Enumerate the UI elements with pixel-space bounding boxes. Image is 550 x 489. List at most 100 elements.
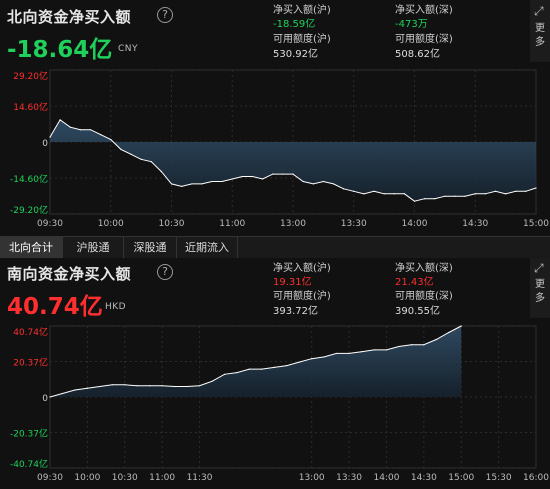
x-tick-label: 10:00 [98, 219, 124, 229]
data-point [174, 385, 176, 388]
data-point [136, 385, 138, 387]
x-tick-label: 13:00 [280, 219, 306, 229]
x-tick-label: 11:00 [219, 219, 245, 229]
data-point [261, 368, 263, 370]
data-point [360, 351, 363, 353]
more-button[interactable]: 更多 [535, 279, 545, 304]
data-point [161, 385, 163, 387]
data-point [353, 190, 355, 192]
data-point [423, 344, 425, 346]
x-tick-label: 16:00 [523, 473, 549, 483]
data-point [398, 345, 400, 348]
southbound-value: 40.74亿 [7, 294, 103, 320]
tab-recent-inflow[interactable]: 近期流入 [177, 237, 238, 259]
x-tick-label: 13:30 [341, 219, 367, 229]
northbound-value: -18.64亿 [7, 37, 113, 63]
data-point [130, 153, 132, 155]
data-point [302, 180, 304, 183]
help-icon[interactable]: ? [157, 264, 173, 280]
data-point [385, 349, 388, 351]
data-point [515, 190, 517, 192]
data-point [343, 188, 345, 190]
data-point [322, 180, 324, 183]
data-point [211, 380, 213, 382]
x-tick-label: 10:00 [74, 473, 100, 483]
x-tick-label: 14:00 [373, 473, 399, 483]
x-tick-label: 10:30 [112, 473, 138, 483]
y-tick-label: 20.37亿 [13, 357, 48, 369]
data-point [69, 126, 71, 128]
northbound-panel: 北向资金净买入额 ? -18.64亿 CNY 净买入额(沪) -18.59亿 可… [0, 0, 550, 236]
data-point [86, 387, 88, 389]
y-tick-label: -29.20亿 [10, 204, 48, 216]
quota-sh-label: 可用额度(沪) [273, 291, 331, 302]
data-point [201, 183, 203, 185]
net-buy-sh-value: 19.31亿 [273, 277, 312, 288]
quota-sz-value: 508.62亿 [395, 49, 440, 60]
data-point [464, 195, 466, 197]
series-area [50, 326, 462, 397]
data-point [435, 338, 437, 341]
data-point [231, 178, 233, 180]
data-point [505, 193, 507, 195]
x-tick-label: 09:30 [37, 219, 63, 229]
data-point [241, 175, 243, 178]
tab-shenzhen-connect[interactable]: 深股通 [124, 237, 177, 259]
data-point [124, 384, 126, 386]
data-point [99, 385, 101, 388]
net-buy-sh-label: 净买入额(沪) [273, 5, 331, 16]
data-point [170, 183, 173, 185]
quota-sh-label: 可用额度(沪) [273, 34, 331, 45]
net-buy-sz-label: 净买入额(深) [395, 5, 453, 16]
series-line [49, 325, 462, 398]
data-point [424, 198, 426, 200]
data-point [89, 129, 92, 131]
tab-north-total[interactable]: 北向合计 [0, 237, 63, 259]
x-tick-label: 15:00 [523, 219, 549, 229]
data-point [49, 136, 51, 138]
tab-shanghai-connect[interactable]: 沪股通 [63, 237, 124, 259]
southbound-currency: HKD [105, 302, 127, 312]
data-point [484, 193, 486, 195]
x-tick-label: 15:00 [448, 473, 474, 483]
southbound-title: 南向资金净买入额 [7, 265, 132, 283]
data-point [251, 175, 254, 178]
quota-sz-label: 可用额度(深) [395, 34, 453, 45]
x-tick-label: 13:00 [299, 473, 325, 483]
net-buy-sh-label: 净买入额(沪) [273, 263, 331, 274]
data-point [413, 200, 416, 202]
help-icon[interactable]: ? [157, 7, 173, 23]
data-point [110, 138, 112, 141]
data-point [221, 180, 223, 183]
net-buy-sz-value: -473万 [395, 19, 428, 30]
data-point [403, 193, 405, 195]
expand-icon[interactable]: ⤢ [534, 261, 544, 275]
data-point [460, 325, 462, 327]
data-point [448, 331, 450, 334]
data-point [198, 385, 201, 387]
data-point [248, 368, 250, 370]
net-buy-sz-value: 21.43亿 [395, 277, 434, 288]
expand-icon[interactable]: ⤢ [534, 4, 544, 18]
data-point [149, 385, 151, 387]
data-point [348, 352, 350, 355]
northbound-title: 北向资金净买入额 [7, 8, 132, 26]
northbound-chart: 29.20亿 14.60亿 0 -14.60亿 -29.20亿 09:30 10:00 10:… [10, 69, 549, 229]
data-point [525, 190, 527, 192]
data-point [272, 173, 274, 175]
more-button[interactable]: 更多 [535, 23, 545, 48]
x-tick-label: 10:30 [159, 219, 185, 229]
quota-sh-value: 393.72亿 [273, 306, 318, 317]
data-point [444, 195, 446, 197]
data-point [191, 183, 193, 185]
quota-sh-value: 530.92亿 [273, 49, 318, 60]
data-point [494, 190, 497, 192]
data-point [150, 161, 152, 163]
y-tick-label: 14.60亿 [13, 101, 48, 113]
x-tick-label: 14:30 [462, 219, 488, 229]
northbound-currency: CNY [118, 44, 139, 54]
data-point [262, 178, 264, 180]
data-point [181, 185, 183, 187]
data-point [140, 158, 142, 160]
data-point [474, 193, 476, 195]
